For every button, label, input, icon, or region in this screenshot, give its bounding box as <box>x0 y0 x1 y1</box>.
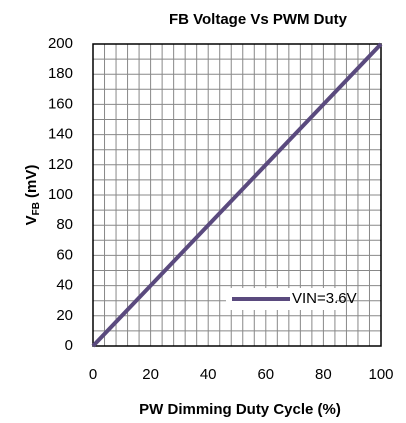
y-tick-label: 60 <box>56 246 73 263</box>
y-tick-label: 180 <box>48 65 73 82</box>
x-tick-label: 20 <box>142 366 159 383</box>
y-tick-label: 0 <box>65 337 73 354</box>
x-axis-label: PW Dimming Duty Cycle (%) <box>139 401 341 418</box>
y-tick-label: 200 <box>48 35 73 52</box>
y-tick-label: 140 <box>48 126 73 143</box>
y-tick-label: 20 <box>56 307 73 324</box>
y-tick-label: 80 <box>56 216 73 233</box>
x-tick-label: 0 <box>89 366 97 383</box>
plot-border <box>92 43 382 347</box>
y-label-sub: FB <box>31 202 42 215</box>
legend-label: VIN=3.6V <box>292 290 357 307</box>
y-tick-label: 160 <box>48 95 73 112</box>
x-tick-label: 80 <box>315 366 332 383</box>
chart-title: FB Voltage Vs PWM Duty <box>169 11 348 28</box>
y-tick-label: 120 <box>48 156 73 173</box>
data-line <box>91 42 383 348</box>
y-label-main: V <box>23 215 40 225</box>
x-tick-label: 100 <box>368 366 393 383</box>
x-tick-label: 40 <box>200 366 217 383</box>
y-tick-label: 40 <box>56 277 73 294</box>
y-tick-label: 100 <box>48 186 73 203</box>
y-label-unit: (mV) <box>23 165 40 198</box>
y-axis-label: VFB (mV) <box>23 165 42 226</box>
x-tick-label: 60 <box>257 366 274 383</box>
